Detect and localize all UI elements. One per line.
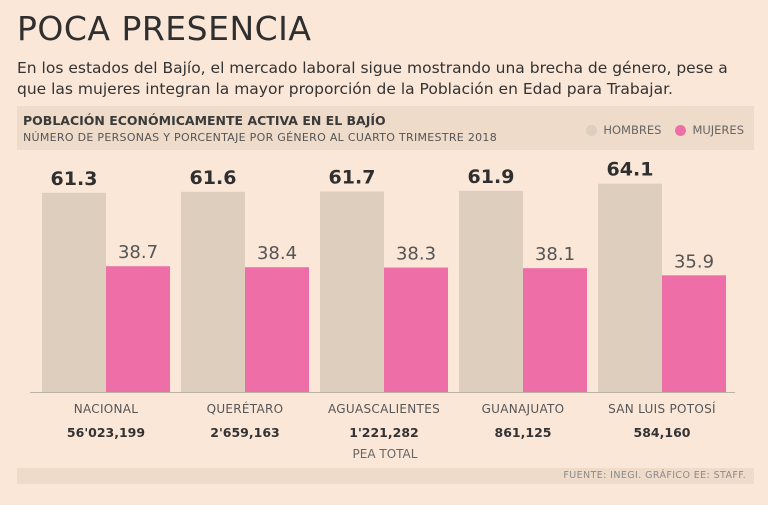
chart-title: POBLACIÓN ECONÓMICAMENTE ACTIVA EN EL BA… [23, 113, 386, 128]
legend-item-mujeres: MUJERES [675, 123, 744, 137]
value-label-hombres-0: 61.3 [51, 168, 98, 190]
value-label-hombres-4: 64.1 [607, 159, 654, 181]
bar-mujeres-2 [384, 267, 448, 392]
value-label-mujeres-4: 35.9 [674, 251, 714, 272]
value-label-hombres-1: 61.6 [190, 167, 237, 189]
category-label-1: QUERÉTARO [207, 401, 284, 416]
bar-mujeres-1 [245, 267, 309, 392]
bar-hombres-0 [42, 192, 106, 392]
chart-header-banner: POBLACIÓN ECONÓMICAMENTE ACTIVA EN EL BA… [17, 106, 754, 150]
bar-hombres-3 [459, 190, 523, 392]
category-label-4: SAN LUIS POTOSÍ [608, 401, 716, 416]
total-label-1: 2'659,163 [210, 425, 279, 440]
value-label-mujeres-3: 38.1 [535, 244, 575, 265]
bar-mujeres-3 [523, 268, 587, 392]
totals-caption: PEA TOTAL [353, 447, 418, 461]
bar-mujeres-0 [106, 266, 170, 392]
value-label-mujeres-0: 38.7 [118, 242, 158, 263]
category-label-0: NACIONAL [74, 402, 139, 416]
total-label-3: 861,125 [495, 425, 552, 440]
legend-label-hombres: HOMBRES [603, 123, 662, 137]
legend-swatch-mujeres [675, 124, 687, 136]
footer-bar: FUENTE: INEGI. GRÁFICO EE: STAFF. [17, 468, 754, 484]
value-label-hombres-3: 61.9 [468, 166, 515, 188]
value-label-mujeres-1: 38.4 [257, 243, 297, 264]
value-label-hombres-2: 61.7 [329, 166, 376, 188]
bar-hombres-1 [181, 191, 245, 392]
legend-label-mujeres: MUJERES [692, 123, 744, 137]
value-label-mujeres-2: 38.3 [396, 244, 436, 265]
bar-hombres-2 [320, 191, 384, 392]
total-label-2: 1'221,282 [349, 425, 418, 440]
total-label-0: 56'023,199 [67, 425, 145, 440]
intro-text: En los estados del Bajío, el mercado lab… [17, 59, 728, 98]
total-label-4: 584,160 [634, 425, 691, 440]
category-label-2: AGUASCALIENTES [328, 402, 440, 416]
bar-mujeres-4 [662, 275, 726, 392]
chart-subtitle: NÚMERO DE PERSONAS Y PORCENTAJE POR GÉNE… [23, 131, 498, 144]
source-note: FUENTE: INEGI. GRÁFICO EE: STAFF. [563, 470, 746, 481]
category-label-3: GUANAJUATO [482, 402, 565, 416]
chart-legend: HOMBRES MUJERES [572, 123, 744, 137]
legend-item-hombres: HOMBRES [586, 123, 661, 137]
legend-swatch-hombres [586, 124, 598, 136]
page-title: POCA PRESENCIA [17, 9, 312, 48]
bar-hombres-4 [598, 183, 662, 392]
